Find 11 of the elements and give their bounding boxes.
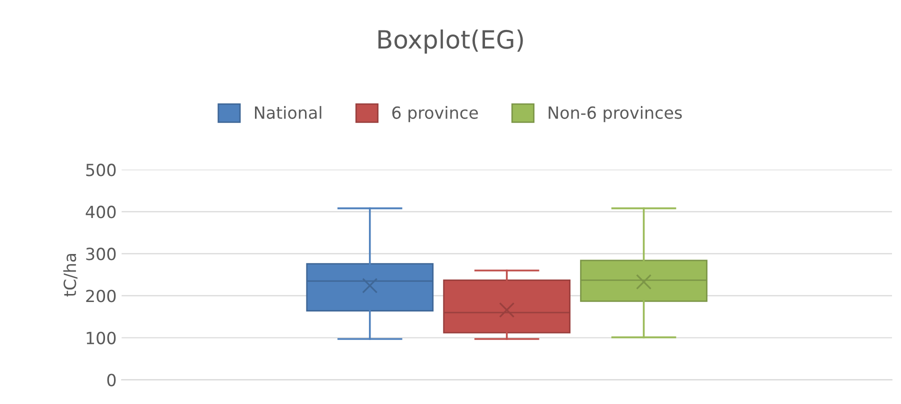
chart-title: Boxplot(EG): [378, 29, 523, 54]
y-tick-label: 500: [86, 164, 116, 176]
y-tick-label: 100: [86, 332, 116, 344]
legend-label: National: [254, 106, 322, 119]
y-tick-label: 400: [86, 206, 116, 218]
y-tick-label: 200: [86, 290, 116, 302]
y-tick-label: 300: [86, 248, 116, 260]
y-axis-title: tC/ha: [63, 254, 78, 297]
y-tick-label: 0: [107, 374, 116, 386]
legend-label: 6 province: [392, 106, 478, 122]
legend-label: Non-6 provinces: [548, 106, 682, 122]
